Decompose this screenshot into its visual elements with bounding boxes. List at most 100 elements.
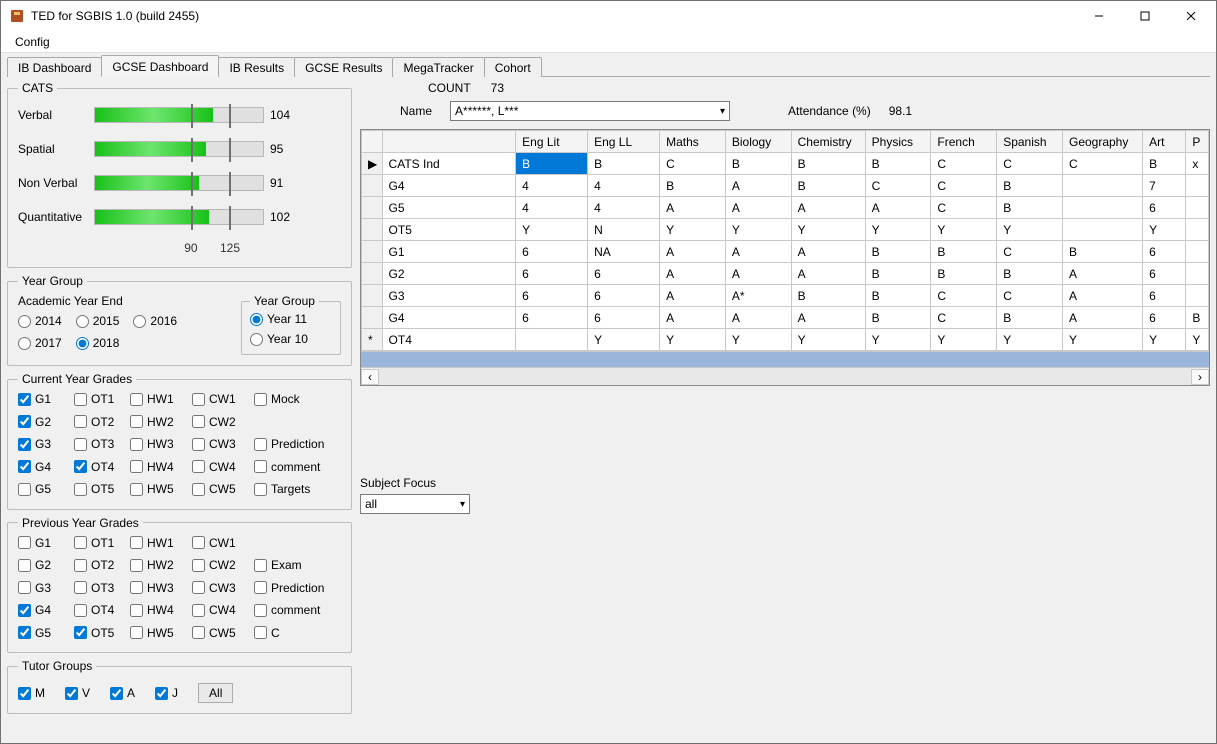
scroll-right-icon[interactable]: › — [1191, 369, 1209, 385]
checkbox-g1[interactable]: G1 — [18, 392, 51, 406]
minimize-button[interactable] — [1076, 1, 1122, 31]
cats-row-spatial: Spatial95 — [18, 141, 341, 157]
checkbox-ot2[interactable]: OT2 — [74, 558, 114, 572]
grades-grid[interactable]: Eng LitEng LLMathsBiologyChemistryPhysic… — [360, 129, 1210, 386]
tutor-all-button[interactable]: All — [198, 683, 233, 703]
checkbox-g5[interactable]: G5 — [18, 626, 51, 640]
checkbox-cw1[interactable]: CW1 — [192, 392, 236, 406]
checkbox-ot1[interactable]: OT1 — [74, 536, 114, 550]
maximize-button[interactable] — [1122, 1, 1168, 31]
year-radio-2015[interactable]: 2015 — [76, 314, 120, 328]
column-header[interactable]: Physics — [865, 131, 931, 153]
tutor-checkbox-a[interactable]: A — [110, 686, 135, 700]
table-row[interactable]: G16NAAAABBCB6 — [362, 241, 1209, 263]
menu-config[interactable]: Config — [9, 33, 56, 51]
column-header[interactable]: Biology — [725, 131, 791, 153]
checkbox-g5[interactable]: G5 — [18, 482, 51, 496]
column-header[interactable]: Art — [1143, 131, 1186, 153]
checkbox-hw3[interactable]: HW3 — [130, 437, 174, 451]
tab-ib-dashboard[interactable]: IB Dashboard — [7, 57, 102, 77]
checkbox-g2[interactable]: G2 — [18, 415, 51, 429]
checkbox-prediction[interactable]: Prediction — [254, 581, 324, 595]
checkbox-hw3[interactable]: HW3 — [130, 581, 174, 595]
year-radio-2014[interactable]: 2014 — [18, 314, 62, 328]
checkbox-mock[interactable]: Mock — [254, 392, 300, 406]
column-header[interactable]: Eng LL — [588, 131, 660, 153]
checkbox-hw4[interactable]: HW4 — [130, 603, 174, 617]
year-radio-2018[interactable]: 2018 — [76, 336, 120, 350]
horizontal-scrollbar[interactable]: ‹ › — [361, 367, 1209, 385]
tab-gcse-results[interactable]: GCSE Results — [294, 57, 393, 77]
table-row[interactable]: G544AAAACB6 — [362, 197, 1209, 219]
checkbox-c[interactable]: C — [254, 626, 280, 640]
scroll-track[interactable] — [379, 368, 1191, 385]
checkbox-hw1[interactable]: HW1 — [130, 536, 174, 550]
column-header[interactable]: French — [931, 131, 997, 153]
checkbox-cw2[interactable]: CW2 — [192, 558, 236, 572]
checkbox-cw5[interactable]: CW5 — [192, 482, 236, 496]
checkbox-ot2[interactable]: OT2 — [74, 415, 114, 429]
checkbox-cw3[interactable]: CW3 — [192, 437, 236, 451]
table-row[interactable]: *OT4YYYYYYYYYY — [362, 329, 1209, 351]
scroll-left-icon[interactable]: ‹ — [361, 369, 379, 385]
checkbox-ot4[interactable]: OT4 — [74, 460, 114, 474]
checkbox-hw4[interactable]: HW4 — [130, 460, 174, 474]
checkbox-ot5[interactable]: OT5 — [74, 482, 114, 496]
tutor-checkbox-j[interactable]: J — [155, 686, 178, 700]
checkbox-g2[interactable]: G2 — [18, 558, 51, 572]
checkbox-exam[interactable]: Exam — [254, 558, 302, 572]
column-header[interactable]: Eng Lit — [516, 131, 588, 153]
checkbox-prediction[interactable]: Prediction — [254, 437, 324, 451]
table-row[interactable]: G366AA*BBCCA6 — [362, 285, 1209, 307]
subject-focus-select[interactable]: all ▾ — [360, 494, 470, 514]
column-header[interactable]: Maths — [660, 131, 726, 153]
year-group-radio-year-11[interactable]: Year 11 — [250, 312, 332, 326]
checkbox-ot3[interactable]: OT3 — [74, 437, 114, 451]
checkbox-ot4[interactable]: OT4 — [74, 603, 114, 617]
year-group-radio-year-10[interactable]: Year 10 — [250, 332, 332, 346]
checkbox-hw5[interactable]: HW5 — [130, 482, 174, 496]
checkbox-g4[interactable]: G4 — [18, 603, 51, 617]
checkbox-comment[interactable]: comment — [254, 460, 320, 474]
checkbox-ot5[interactable]: OT5 — [74, 626, 114, 640]
checkbox-cw1[interactable]: CW1 — [192, 536, 236, 550]
year-radio-2017[interactable]: 2017 — [18, 336, 62, 350]
table-row[interactable]: G444BABCCB7 — [362, 175, 1209, 197]
tab-ib-results[interactable]: IB Results — [218, 57, 295, 77]
column-header[interactable]: P — [1186, 131, 1209, 153]
tab-megatracker[interactable]: MegaTracker — [392, 57, 484, 77]
checkbox-cw2[interactable]: CW2 — [192, 415, 236, 429]
checkbox-cw5[interactable]: CW5 — [192, 626, 236, 640]
column-header[interactable]: Spanish — [997, 131, 1063, 153]
checkbox-hw1[interactable]: HW1 — [130, 392, 174, 406]
name-select[interactable]: A******, L*** ▾ — [450, 101, 730, 121]
checkbox-g3[interactable]: G3 — [18, 437, 51, 451]
checkbox-g3[interactable]: G3 — [18, 581, 51, 595]
table-row[interactable]: G466AAABCBA6B — [362, 307, 1209, 329]
tutor-checkbox-m[interactable]: M — [18, 686, 45, 700]
checkbox-ot1[interactable]: OT1 — [74, 392, 114, 406]
checkbox-comment[interactable]: comment — [254, 603, 320, 617]
table-row[interactable]: G266AAABBBA6 — [362, 263, 1209, 285]
tutor-checkbox-v[interactable]: V — [65, 686, 90, 700]
checkbox-g4[interactable]: G4 — [18, 460, 51, 474]
checkbox-hw2[interactable]: HW2 — [130, 415, 174, 429]
checkbox-hw5[interactable]: HW5 — [130, 626, 174, 640]
checkbox-g1[interactable]: G1 — [18, 536, 51, 550]
tab-gcse-dashboard[interactable]: GCSE Dashboard — [101, 55, 219, 77]
checkbox-targets[interactable]: Targets — [254, 482, 310, 496]
name-label: Name — [400, 104, 432, 118]
table-row[interactable]: OT5YNYYYYYYY — [362, 219, 1209, 241]
year-radio-2016[interactable]: 2016 — [133, 314, 177, 328]
checkbox-cw3[interactable]: CW3 — [192, 581, 236, 595]
checkbox-ot3[interactable]: OT3 — [74, 581, 114, 595]
tab-cohort[interactable]: Cohort — [484, 57, 542, 77]
close-button[interactable] — [1168, 1, 1214, 31]
checkbox-cw4[interactable]: CW4 — [192, 460, 236, 474]
column-header[interactable]: Chemistry — [791, 131, 865, 153]
year-group: Year Group Academic Year End 20142015201… — [7, 274, 352, 366]
column-header[interactable]: Geography — [1062, 131, 1142, 153]
table-row[interactable]: ▶CATS IndBBCBBBCCCBx — [362, 153, 1209, 175]
checkbox-cw4[interactable]: CW4 — [192, 603, 236, 617]
checkbox-hw2[interactable]: HW2 — [130, 558, 174, 572]
